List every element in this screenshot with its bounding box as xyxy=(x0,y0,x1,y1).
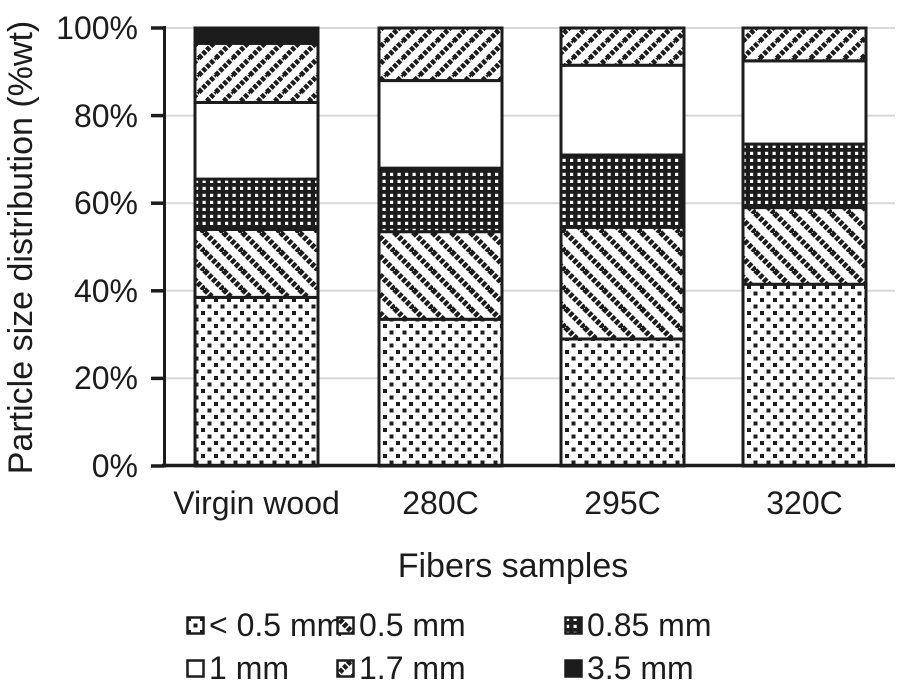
bar-295c-segment-0-85-mm xyxy=(559,153,686,229)
legend-label-0-5-mm: 0.5 mm xyxy=(359,606,466,643)
legend-item-0-85-mm: 0.85 mm xyxy=(564,606,804,644)
y-tick-label-60: 60% xyxy=(73,185,138,222)
bar-295c-segment-0-5-mm xyxy=(559,337,686,468)
y-tick-label-100: 100% xyxy=(56,10,138,46)
x-axis-title: Fibers samples xyxy=(397,547,629,585)
bar-280c-segment-0-5-mm xyxy=(377,230,504,321)
bar-280c-segment-1-mm xyxy=(377,79,504,170)
legend-item-1-mm: 1 mm xyxy=(186,649,336,687)
y-tick-label-80: 80% xyxy=(73,97,138,134)
bar-320c-segment-0-85-mm xyxy=(741,142,868,210)
bar-virgin-wood-segment-0-5-mm xyxy=(193,295,320,468)
y-axis-title: Particle size distribution (%wt) xyxy=(2,20,41,474)
bar-virgin-wood-segment-0-85-mm xyxy=(193,177,320,231)
bar-320c-segment-0-5-mm xyxy=(741,206,868,286)
legend-label-0-85-mm: 0.85 mm xyxy=(587,606,712,643)
bar-320c-segment-1-7-mm xyxy=(741,26,868,63)
legend-swatch-0-5-mm-icon xyxy=(186,615,205,635)
bar-320c-segment-0-5-mm xyxy=(741,282,868,468)
legend-label-3-5-mm: 3.5 mm xyxy=(587,649,694,686)
plot-area xyxy=(151,26,895,468)
legend-label-1-mm: 1 mm xyxy=(209,649,289,686)
y-tick-label-20: 20% xyxy=(73,360,138,397)
legend-swatch-3-5-mm-icon xyxy=(564,658,583,678)
bars-group xyxy=(193,26,868,468)
bar-virgin-wood-segment-3-5-mm xyxy=(193,26,320,45)
bar-280c-segment-1-7-mm xyxy=(377,26,504,83)
legend-item-0-5-mm: 0.5 mm xyxy=(336,606,564,644)
bar-virgin-wood-segment-0-5-mm xyxy=(193,227,320,299)
axes-group xyxy=(151,26,895,468)
bar-280c-segment-0-5-mm xyxy=(377,317,504,468)
legend: < 0.5 mm 0.5 mm 0.85 mm 1 mm 1.7 mm 3.5 mm xyxy=(186,606,804,687)
legend-swatch-0-5-mm-icon xyxy=(336,615,355,635)
x-category-label-295c: 295C xyxy=(584,485,661,521)
x-category-label-280c: 280C xyxy=(402,485,479,521)
bar-virgin-wood-segment-1-mm xyxy=(193,100,320,181)
y-tick-label-40: 40% xyxy=(73,272,138,309)
legend-label-0-5-mm: < 0.5 mm xyxy=(209,606,344,643)
bar-295c-segment-1-7-mm xyxy=(559,26,686,67)
legend-swatch-1-7-mm-icon xyxy=(336,658,355,678)
bar-virgin-wood-segment-1-7-mm xyxy=(193,41,320,104)
legend-item-0-5-mm: < 0.5 mm xyxy=(186,606,343,644)
legend-label-1-7-mm: 1.7 mm xyxy=(359,649,466,686)
legend-item-3-5-mm: 3.5 mm xyxy=(564,649,804,687)
legend-item-1-7-mm: 1.7 mm xyxy=(336,649,564,687)
y-tick-label-0: 0% xyxy=(91,448,138,484)
x-category-label-320c: 320C xyxy=(766,485,843,521)
bar-320c-segment-1-mm xyxy=(741,59,868,146)
legend-swatch-1-mm-icon xyxy=(186,658,205,678)
x-category-label-virgin-wood: Virgin wood xyxy=(173,485,340,521)
bar-280c-segment-0-85-mm xyxy=(377,166,504,234)
legend-swatch-0-85-mm-icon xyxy=(564,615,583,635)
bar-295c-segment-0-5-mm xyxy=(559,225,686,341)
bar-295c-segment-1-mm xyxy=(559,63,686,157)
